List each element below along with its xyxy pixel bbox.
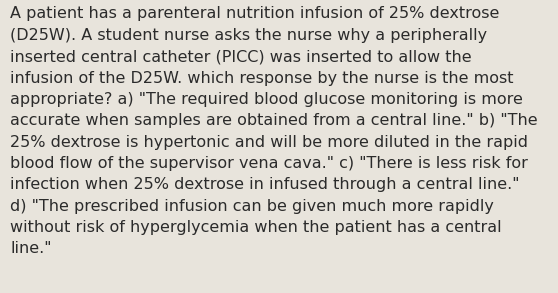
Text: A patient has a parenteral nutrition infusion of 25% dextrose
(D25W). A student : A patient has a parenteral nutrition inf…: [10, 6, 538, 256]
